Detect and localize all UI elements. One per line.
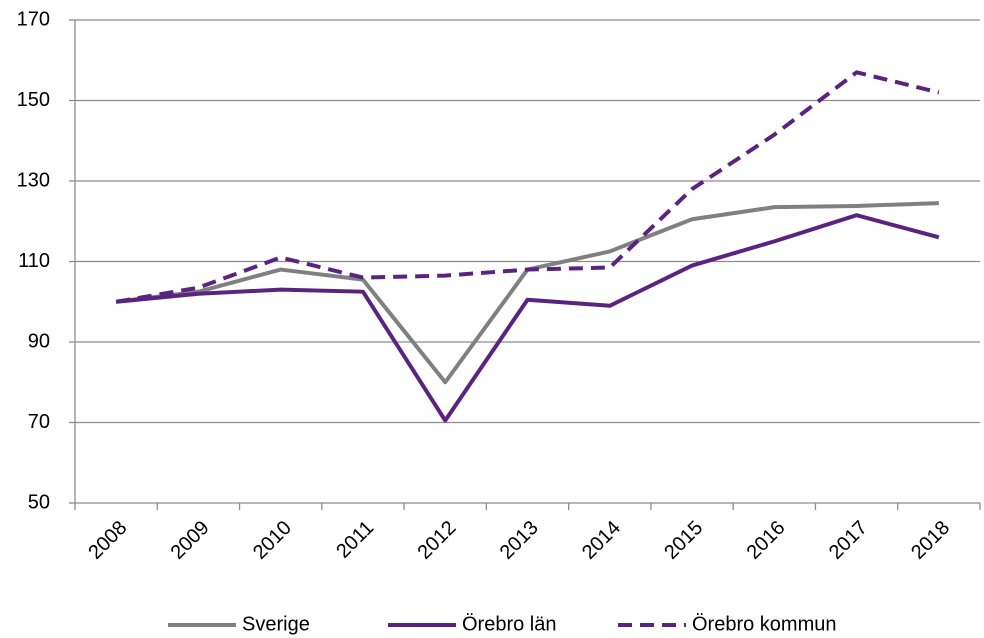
x-tick-label: 2009 — [167, 517, 214, 564]
x-tick-label: 2018 — [907, 517, 954, 564]
y-tick-label: 170 — [17, 8, 50, 30]
x-tick-label: 2010 — [249, 517, 296, 564]
x-tick-label: 2011 — [332, 517, 378, 563]
y-tick-label: 130 — [17, 169, 50, 191]
x-tick-label: 2017 — [825, 517, 872, 564]
series-line — [115, 213, 940, 423]
legend-label: Örebro län — [462, 613, 557, 635]
y-tick-label: 150 — [17, 89, 50, 111]
y-tick-label: 90 — [28, 330, 50, 352]
legend-label: Sverige — [242, 613, 310, 635]
x-tick-label: 2014 — [578, 517, 625, 564]
y-tick-label: 50 — [28, 491, 50, 513]
series-line — [115, 70, 940, 304]
x-tick-label: 2015 — [660, 517, 707, 564]
x-tick-label: 2008 — [84, 517, 131, 564]
y-tick-label: 110 — [18, 250, 50, 272]
x-tick-label: 2013 — [496, 517, 543, 564]
y-tick-label: 70 — [28, 411, 50, 433]
legend-label: Örebro kommun — [692, 613, 837, 635]
x-tick-label: 2016 — [743, 517, 790, 564]
x-tick-label: 2012 — [413, 517, 460, 564]
